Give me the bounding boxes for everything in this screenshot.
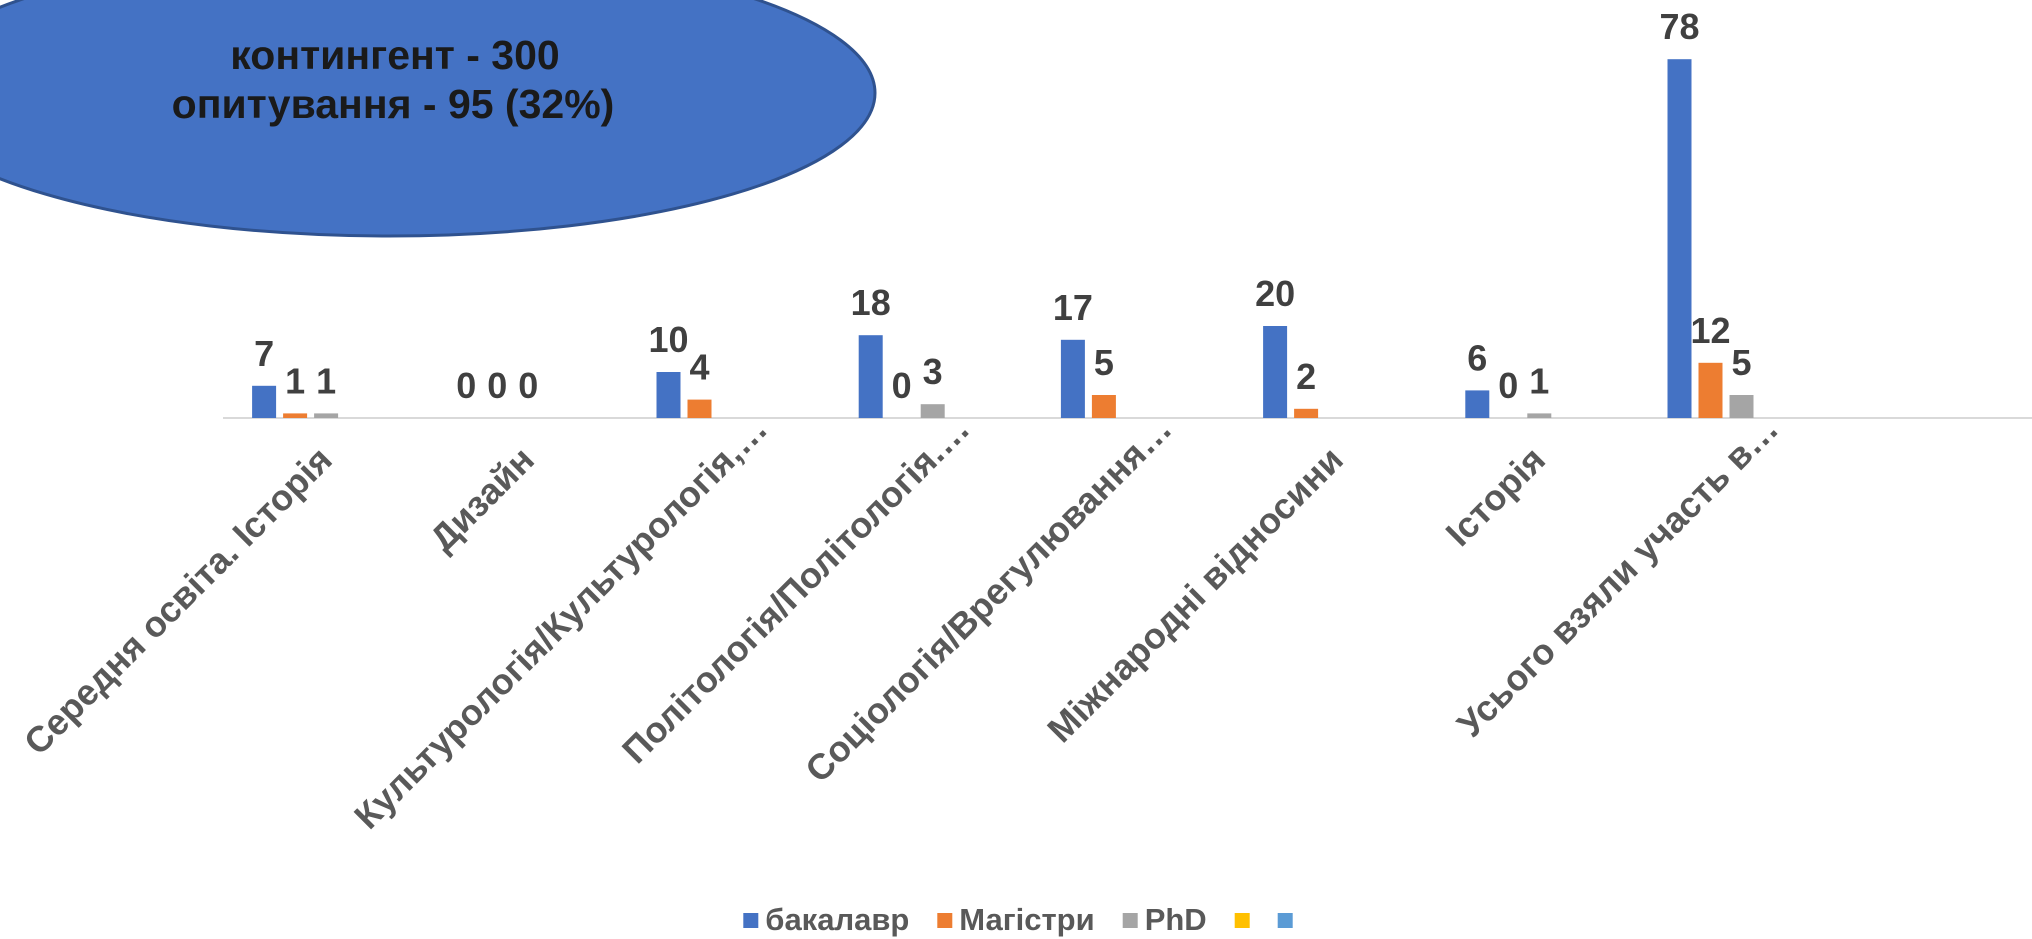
callout: контингент - 300 опитування - 95 (32%) bbox=[0, 0, 877, 238]
bar-series-1-category-7 bbox=[1465, 390, 1490, 418]
data-label-series-1-category-1: 7 bbox=[254, 333, 274, 374]
bar-series-1-category-3 bbox=[656, 372, 681, 418]
legend: бакалавр Магістри PhD bbox=[743, 902, 1293, 937]
bar-series-1-category-4 bbox=[858, 335, 883, 418]
bar-series-1-category-5 bbox=[1060, 339, 1085, 418]
data-label-series-1-category-4: 18 bbox=[851, 282, 891, 323]
legend-swatch-2 bbox=[937, 913, 953, 928]
bar-series-2-category-3 bbox=[687, 399, 712, 418]
bar-series-1-category-8 bbox=[1667, 59, 1692, 418]
legend-item-4 bbox=[1234, 913, 1250, 928]
data-label-series-1-category-8: 78 bbox=[1659, 6, 1699, 47]
legend-item-3: PhD bbox=[1122, 902, 1207, 937]
data-label-series-2-category-3: 4 bbox=[689, 347, 709, 388]
bar-series-3-category-1 bbox=[314, 413, 339, 418]
data-label-series-2-category-8: 12 bbox=[1690, 310, 1730, 351]
data-label-series-3-category-2: 0 bbox=[518, 365, 538, 406]
bar-series-3-category-8 bbox=[1729, 395, 1754, 418]
legend-swatch-5 bbox=[1277, 913, 1293, 928]
bar-series-1-category-6 bbox=[1263, 326, 1288, 418]
data-label-series-2-category-7: 0 bbox=[1498, 365, 1518, 406]
category-label-5: Соціологія/Врегулювання… bbox=[797, 408, 1180, 791]
legend-swatch-1 bbox=[743, 913, 759, 928]
legend-label-3: PhD bbox=[1145, 902, 1207, 937]
data-label-series-3-category-7: 1 bbox=[1529, 360, 1549, 401]
data-label-series-2-category-1: 1 bbox=[285, 360, 305, 401]
legend-label-2: Магістри bbox=[959, 902, 1094, 937]
category-label-4: Політологія/Політологія.… bbox=[614, 408, 977, 771]
legend-label-1: бакалавр bbox=[765, 902, 909, 937]
category-label-2: Дизайн bbox=[422, 439, 542, 559]
data-label-series-2-category-4: 0 bbox=[892, 365, 912, 406]
category-labels: Середня освіта. Історія ДизайнКультуролог… bbox=[16, 408, 1786, 837]
callout-ellipse bbox=[0, 0, 877, 238]
data-label-series-1-category-3: 10 bbox=[648, 319, 688, 360]
data-label-series-2-category-5: 5 bbox=[1094, 342, 1114, 383]
data-label-series-2-category-6: 2 bbox=[1296, 356, 1316, 397]
data-label-series-3-category-1: 1 bbox=[316, 360, 336, 401]
bar-series-2-category-1 bbox=[283, 413, 308, 418]
data-label-series-3-category-4: 3 bbox=[923, 351, 943, 392]
callout-line-2: опитування - 95 (32%) bbox=[172, 81, 615, 127]
bar-series-2-category-5 bbox=[1091, 395, 1116, 418]
bar-series-3-category-7 bbox=[1527, 413, 1552, 418]
data-label-series-1-category-6: 20 bbox=[1255, 273, 1295, 314]
data-label-series-2-category-2: 0 bbox=[487, 365, 507, 406]
legend-item-5 bbox=[1277, 913, 1293, 928]
callout-line-1: контингент - 300 bbox=[230, 32, 559, 78]
bars bbox=[252, 59, 1754, 418]
legend-swatch-3 bbox=[1122, 913, 1138, 928]
legend-item-1: бакалавр bbox=[743, 902, 909, 937]
legend-item-2: Магістри bbox=[937, 902, 1095, 937]
data-label-series-1-category-7: 6 bbox=[1467, 337, 1487, 378]
data-label-series-1-category-5: 17 bbox=[1053, 287, 1093, 328]
category-label-7: Історія bbox=[1438, 439, 1553, 554]
bar-series-2-category-8 bbox=[1698, 362, 1723, 418]
category-label-8: Усього взяли участь в… bbox=[1449, 408, 1786, 745]
data-label-series-3-category-8: 5 bbox=[1731, 342, 1751, 383]
bar-series-1-category-1 bbox=[252, 385, 277, 418]
legend-swatch-4 bbox=[1234, 913, 1250, 928]
category-label-3: Культурологія/Культурологія,… bbox=[346, 408, 775, 837]
category-label-1: Середня освіта. Історія bbox=[16, 439, 340, 763]
bar-series-2-category-6 bbox=[1294, 408, 1319, 418]
data-label-series-1-category-2: 0 bbox=[456, 365, 476, 406]
bar-series-3-category-4 bbox=[920, 404, 945, 418]
